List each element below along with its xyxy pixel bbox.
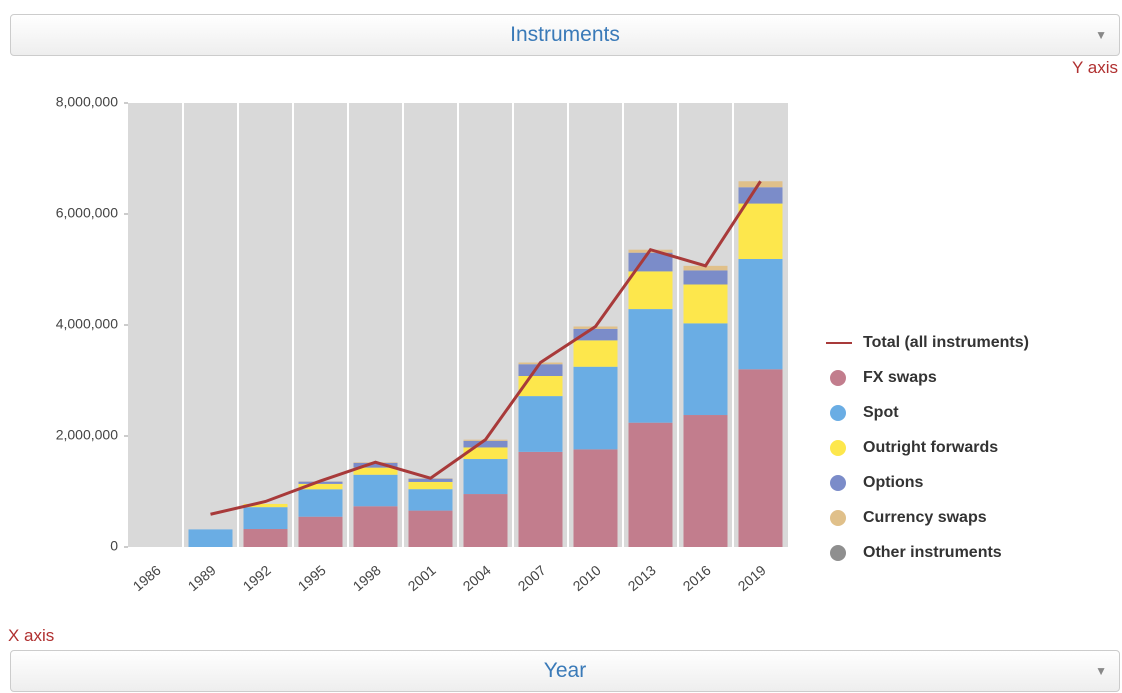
y-tick-label: 8,000,000: [56, 94, 118, 110]
x-axis-label: X axis: [8, 626, 55, 645]
bar-segment: [408, 478, 453, 482]
arrow: ▼: [1095, 28, 1107, 42]
legend-label: FX swaps: [863, 369, 937, 386]
legend-marker: [830, 405, 846, 421]
bar-segment: [628, 309, 673, 423]
bar-segment: [573, 340, 618, 367]
bar-segment: [298, 516, 343, 547]
bar-segment: [353, 506, 398, 547]
dropdown-text: Instruments: [510, 23, 620, 46]
y-tick-label: 0: [110, 538, 118, 554]
bar-segment: [243, 507, 288, 530]
legend-label: Options: [863, 474, 924, 491]
arrow: ▼: [1095, 664, 1107, 678]
bar-segment: [463, 459, 508, 495]
bar-segment: [573, 328, 618, 341]
bar-segment: [463, 447, 508, 460]
bar-segment: [683, 323, 728, 416]
legend-marker: [830, 475, 846, 491]
legend-label: Currency swaps: [863, 509, 987, 526]
bar-segment: [738, 181, 783, 188]
x-tick-label: 2013: [625, 562, 659, 594]
bar-segment: [518, 451, 563, 547]
x-tick-label: 1998: [350, 562, 384, 594]
bar-segment: [408, 510, 453, 547]
bar-segment: [298, 481, 343, 484]
bar-segment: [628, 422, 673, 547]
bar-segment: [518, 364, 563, 377]
bar-segment: [738, 369, 783, 547]
bar-segment: [298, 489, 343, 517]
y-tick-label: 6,000,000: [56, 205, 118, 221]
bar-segment: [353, 462, 398, 468]
bar-segment: [243, 529, 288, 547]
legend-label: Total (all instruments): [863, 334, 1029, 351]
x-tick-label: 1995: [295, 562, 329, 594]
x-tick-label: 2004: [460, 562, 494, 594]
bar-segment: [518, 376, 563, 397]
bar-segment: [463, 440, 508, 448]
bar-segment: [408, 489, 453, 511]
legend-marker: [830, 545, 846, 561]
bar-segment: [298, 483, 343, 490]
year-dropdown[interactable]: Year ▼: [10, 650, 1120, 692]
bar-segment: [243, 503, 288, 508]
instruments-dropdown[interactable]: Instruments ▼: [10, 14, 1120, 56]
bar-segment: [353, 467, 398, 475]
x-tick-label: 2001: [405, 562, 439, 594]
dropdown-text: Year: [543, 659, 587, 682]
legend-label: Outright forwards: [863, 439, 998, 456]
legend-marker: [830, 440, 846, 456]
bar-segment: [683, 270, 728, 285]
bar-segment: [408, 481, 453, 490]
bar-segment: [518, 396, 563, 452]
y-tick-label: 2,000,000: [56, 427, 118, 443]
x-tick-label: 2019: [735, 562, 769, 594]
bar-segment: [738, 259, 783, 370]
bar-segment: [738, 187, 783, 204]
legend-label: Spot: [863, 404, 899, 421]
y-tick-label: 4,000,000: [56, 316, 118, 332]
bar-segment: [353, 474, 398, 507]
chart: 0 2,000,000 4,000,000 6,000,000 8,000,000 198…: [56, 94, 1029, 594]
bar-segment: [683, 265, 728, 271]
bar-segment: [683, 415, 728, 547]
bar-segment: [738, 203, 783, 260]
x-tick-label: 2016: [680, 562, 714, 594]
y-axis-label: Y axis: [1072, 58, 1118, 77]
bar-segment: [683, 284, 728, 324]
total-line: [210, 180, 762, 516]
legend-marker: [830, 370, 846, 386]
x-tick-label: 1992: [240, 562, 274, 594]
bar-segment: [188, 529, 233, 547]
legend-marker: [830, 510, 846, 526]
x-tick-label: 2007: [515, 562, 549, 594]
bar-segment: [628, 271, 673, 310]
bar-segment: [573, 366, 618, 450]
bar-segment: [463, 494, 508, 547]
legend-label: Other instruments: [863, 544, 1002, 561]
x-tick-label: 2010: [570, 562, 604, 594]
x-tick-label: 1989: [185, 562, 219, 594]
x-tick-label: 1986: [130, 562, 164, 594]
bar-segment: [573, 449, 618, 547]
